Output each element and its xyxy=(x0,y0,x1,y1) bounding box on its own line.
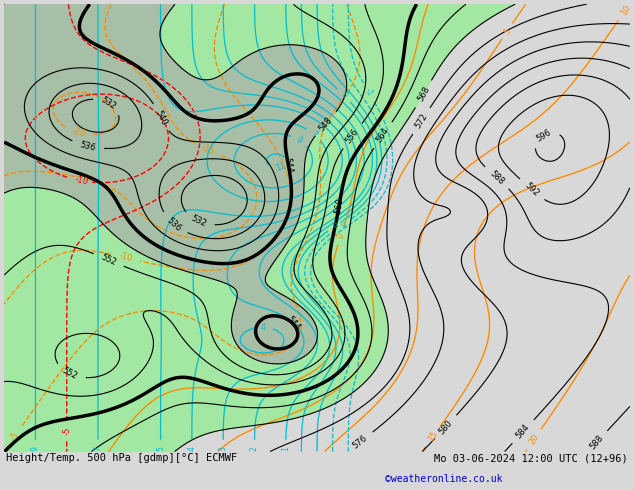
Text: 7: 7 xyxy=(309,129,319,139)
Text: 576: 576 xyxy=(351,433,369,450)
Text: 592: 592 xyxy=(523,181,541,198)
Text: -5: -5 xyxy=(62,426,71,435)
Text: 584: 584 xyxy=(515,423,532,441)
Text: ©weatheronline.co.uk: ©weatheronline.co.uk xyxy=(385,474,503,484)
Text: 532: 532 xyxy=(100,95,118,111)
Text: 552: 552 xyxy=(100,253,118,268)
Text: 0: 0 xyxy=(336,232,346,240)
Text: 9: 9 xyxy=(31,446,40,451)
Text: -15: -15 xyxy=(200,142,216,156)
Text: 10: 10 xyxy=(619,3,632,17)
Text: -10: -10 xyxy=(74,175,89,187)
Text: 15: 15 xyxy=(426,430,439,443)
Text: 11: 11 xyxy=(275,161,287,173)
Text: 20: 20 xyxy=(527,433,541,446)
Text: Height/Temp. 500 hPa [gdmp][°C] ECMWF: Height/Temp. 500 hPa [gdmp][°C] ECMWF xyxy=(6,453,238,463)
Text: 5: 5 xyxy=(502,26,512,36)
Text: 588: 588 xyxy=(588,434,605,452)
Text: -20: -20 xyxy=(71,126,86,139)
Text: 2: 2 xyxy=(250,446,259,451)
Text: 532: 532 xyxy=(190,214,208,229)
Text: 536: 536 xyxy=(79,140,97,152)
Text: 0: 0 xyxy=(339,91,349,100)
Text: 544: 544 xyxy=(285,315,302,333)
Text: -1: -1 xyxy=(363,87,375,98)
Text: 548: 548 xyxy=(317,115,334,133)
Text: 572: 572 xyxy=(413,112,429,130)
Text: 4: 4 xyxy=(188,446,197,451)
Text: 568: 568 xyxy=(416,85,431,103)
Text: 9: 9 xyxy=(295,135,304,146)
Text: 580: 580 xyxy=(437,418,455,436)
Text: 560: 560 xyxy=(333,197,345,215)
Text: -5: -5 xyxy=(9,431,21,442)
Text: 596: 596 xyxy=(535,128,553,144)
Text: 552: 552 xyxy=(61,366,79,381)
Text: 3: 3 xyxy=(219,446,228,451)
Text: 5: 5 xyxy=(156,446,165,451)
Text: Mo 03-06-2024 12:00 UTC (12+96): Mo 03-06-2024 12:00 UTC (12+96) xyxy=(434,453,628,463)
Text: 7: 7 xyxy=(94,446,103,451)
Text: 588: 588 xyxy=(488,169,506,187)
Text: 536: 536 xyxy=(165,216,183,233)
Text: 1: 1 xyxy=(281,446,290,451)
Text: 0: 0 xyxy=(339,219,349,229)
Text: -10: -10 xyxy=(118,251,133,264)
Text: 564: 564 xyxy=(375,126,391,144)
Text: 540: 540 xyxy=(153,108,169,126)
Text: 4: 4 xyxy=(261,322,266,332)
Text: 0: 0 xyxy=(331,220,340,231)
Text: 544: 544 xyxy=(283,157,294,174)
Text: 556: 556 xyxy=(344,127,361,145)
